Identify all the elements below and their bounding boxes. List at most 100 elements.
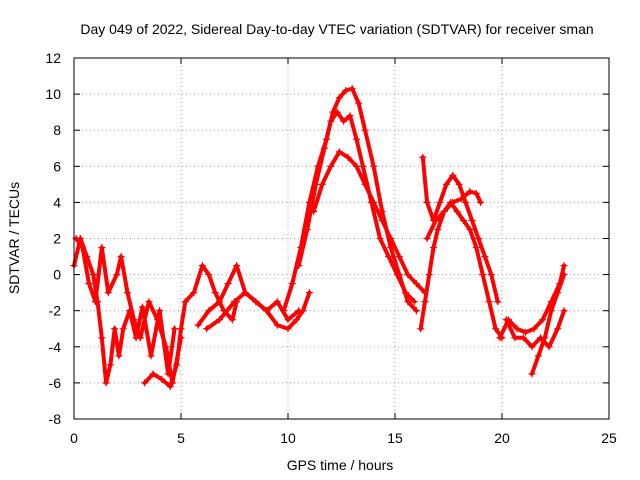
data-point xyxy=(305,289,313,297)
data-point xyxy=(502,316,510,324)
data-point xyxy=(288,280,296,288)
data-point xyxy=(147,352,155,360)
data-point xyxy=(98,334,106,342)
data-point xyxy=(115,352,123,360)
data-point xyxy=(181,298,189,306)
y-tick-label: 2 xyxy=(53,231,61,247)
data-point xyxy=(361,126,369,134)
data-point xyxy=(474,235,482,242)
data-point xyxy=(198,262,206,270)
data-point xyxy=(519,334,527,342)
data-point xyxy=(462,198,470,206)
y-tick-label: 0 xyxy=(53,267,61,283)
data-point xyxy=(327,162,335,170)
data-point xyxy=(449,198,457,206)
data-point xyxy=(378,216,386,224)
data-point xyxy=(466,188,474,196)
data-point xyxy=(344,153,352,161)
data-point xyxy=(432,216,440,224)
y-tick-label: 8 xyxy=(53,122,61,138)
series-trace xyxy=(420,155,500,304)
data-point xyxy=(293,316,301,324)
data-point xyxy=(177,325,185,333)
data-point xyxy=(455,180,463,188)
data-point xyxy=(111,325,119,333)
data-point xyxy=(511,334,519,342)
data-point xyxy=(280,307,288,315)
data-point xyxy=(303,225,311,233)
data-point xyxy=(370,162,378,170)
data-point xyxy=(352,162,360,170)
data-point xyxy=(310,207,318,215)
data-point xyxy=(149,370,157,378)
data-point xyxy=(312,180,320,188)
data-point xyxy=(104,289,112,297)
data-point xyxy=(440,207,448,215)
data-point xyxy=(216,298,224,306)
data-point xyxy=(113,271,121,279)
series-arc-14 xyxy=(528,271,568,378)
data-point xyxy=(231,298,238,306)
series-arc-2 xyxy=(72,235,185,387)
data-point xyxy=(410,298,418,306)
data-point xyxy=(453,207,461,215)
data-point xyxy=(472,189,480,197)
data-point xyxy=(320,144,328,152)
data-point xyxy=(468,216,476,224)
data-point xyxy=(263,307,271,315)
data-point xyxy=(412,280,420,288)
y-tick-label: -4 xyxy=(49,339,62,355)
data-point xyxy=(530,325,538,333)
data-point xyxy=(545,343,553,351)
data-point xyxy=(166,383,174,391)
data-point xyxy=(387,235,395,242)
data-point xyxy=(361,180,369,188)
data-point xyxy=(404,271,412,279)
data-point xyxy=(241,289,249,297)
data-point xyxy=(560,262,568,270)
data-point xyxy=(560,271,568,279)
data-point xyxy=(539,316,547,324)
data-point xyxy=(89,271,97,279)
series-arc-8 xyxy=(310,148,429,297)
data-point xyxy=(421,298,429,306)
y-tick-label: 6 xyxy=(53,158,61,174)
data-point xyxy=(340,117,348,125)
series-trace xyxy=(72,236,177,385)
data-point xyxy=(141,379,149,387)
data-point xyxy=(534,352,542,360)
chart-title: Day 049 of 2022, Sidereal Day-to-day VTE… xyxy=(80,21,593,37)
x-tick-label: 25 xyxy=(601,430,617,446)
data-point xyxy=(385,253,393,261)
data-point xyxy=(98,244,106,252)
data-point xyxy=(554,325,562,333)
y-tick-label: -8 xyxy=(49,411,62,427)
series-arc-3 xyxy=(141,262,241,391)
data-point xyxy=(156,307,164,315)
series-arc-11 xyxy=(423,188,485,242)
data-point xyxy=(333,108,341,116)
data-point xyxy=(355,99,363,107)
data-point xyxy=(417,325,425,333)
data-point xyxy=(404,298,412,306)
axis-ticks: 0 5 10 15 20 25 -8 -6 -4 -2 0 2 4 6 8 10 12 xyxy=(45,50,617,446)
data-point xyxy=(352,135,360,143)
data-point xyxy=(522,328,530,336)
y-tick-label: -6 xyxy=(49,375,62,391)
data-point xyxy=(423,235,431,242)
x-tick-label: 0 xyxy=(70,430,78,446)
data-point xyxy=(425,271,433,279)
data-point xyxy=(423,198,431,206)
series-arc-7 xyxy=(295,108,418,306)
data-point xyxy=(130,316,138,324)
data-point xyxy=(162,343,170,351)
data-point xyxy=(102,379,110,387)
data-point xyxy=(528,370,536,378)
data-point xyxy=(485,298,493,306)
data-point xyxy=(449,171,457,179)
y-tick-label: 10 xyxy=(45,86,61,102)
x-axis-label: GPS time / hours xyxy=(287,457,394,473)
series-trace xyxy=(74,236,183,385)
